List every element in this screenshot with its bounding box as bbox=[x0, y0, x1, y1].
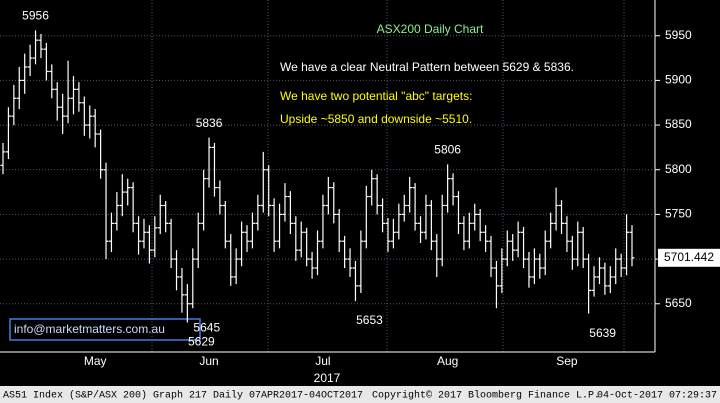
x-tick-label: Aug bbox=[437, 354, 458, 368]
low-label: 5645 bbox=[193, 320, 220, 334]
x-tick-label: May bbox=[84, 354, 107, 368]
footer-center: Copyright© 2017 Bloomberg Finance L.P. bbox=[372, 390, 600, 402]
high-label: 5806 bbox=[434, 143, 461, 157]
y-tick-label: 5800 bbox=[665, 162, 692, 176]
y-tick-label: 5900 bbox=[665, 73, 692, 87]
footer-left: AS51 Index (S&P/ASX 200) Graph 217 Daily… bbox=[3, 390, 363, 402]
watermark: info@marketmatters.com.au bbox=[14, 322, 165, 336]
y-tick-label: 5950 bbox=[665, 28, 692, 42]
y-tick-label: 5650 bbox=[665, 296, 692, 310]
footer-right: 04-Oct-2017 07:29:37 bbox=[597, 391, 717, 402]
low-label: 5653 bbox=[356, 313, 383, 327]
high-label: 5836 bbox=[196, 116, 223, 130]
low-label: 5639 bbox=[589, 326, 616, 340]
y-tick-label: 5850 bbox=[665, 117, 692, 131]
annotation: We have a clear Neutral Pattern between … bbox=[280, 60, 574, 74]
high-label: 5956 bbox=[22, 9, 49, 23]
footer-bar bbox=[0, 386, 720, 403]
x-tick-label: Sep bbox=[556, 354, 578, 368]
last-value-box bbox=[658, 248, 720, 267]
annotation: We have two potential "abc" targets: bbox=[280, 89, 472, 103]
watermark-box bbox=[9, 318, 201, 341]
x-axis-label: 2017 bbox=[314, 371, 341, 385]
last-value: 5701.442 bbox=[664, 250, 714, 264]
x-tick-label: Jul bbox=[315, 354, 330, 368]
annotation: Upside ~5850 and downside ~5510. bbox=[280, 112, 472, 126]
chart-title: ASX200 Daily Chart bbox=[377, 22, 484, 36]
low-label: 5629 bbox=[188, 335, 215, 349]
x-tick-label: Jun bbox=[199, 354, 218, 368]
y-tick-label: 5750 bbox=[665, 207, 692, 221]
